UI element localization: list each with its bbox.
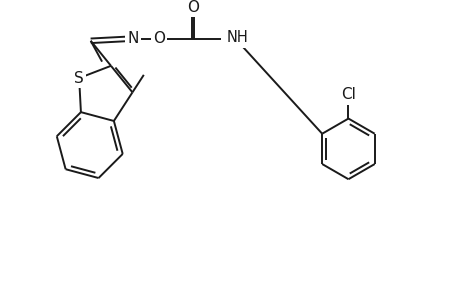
Text: O: O xyxy=(152,32,165,46)
Text: S: S xyxy=(74,70,84,86)
Text: NH: NH xyxy=(226,31,247,46)
Text: Cl: Cl xyxy=(340,87,355,102)
Text: O: O xyxy=(187,0,199,15)
Text: N: N xyxy=(128,32,139,46)
